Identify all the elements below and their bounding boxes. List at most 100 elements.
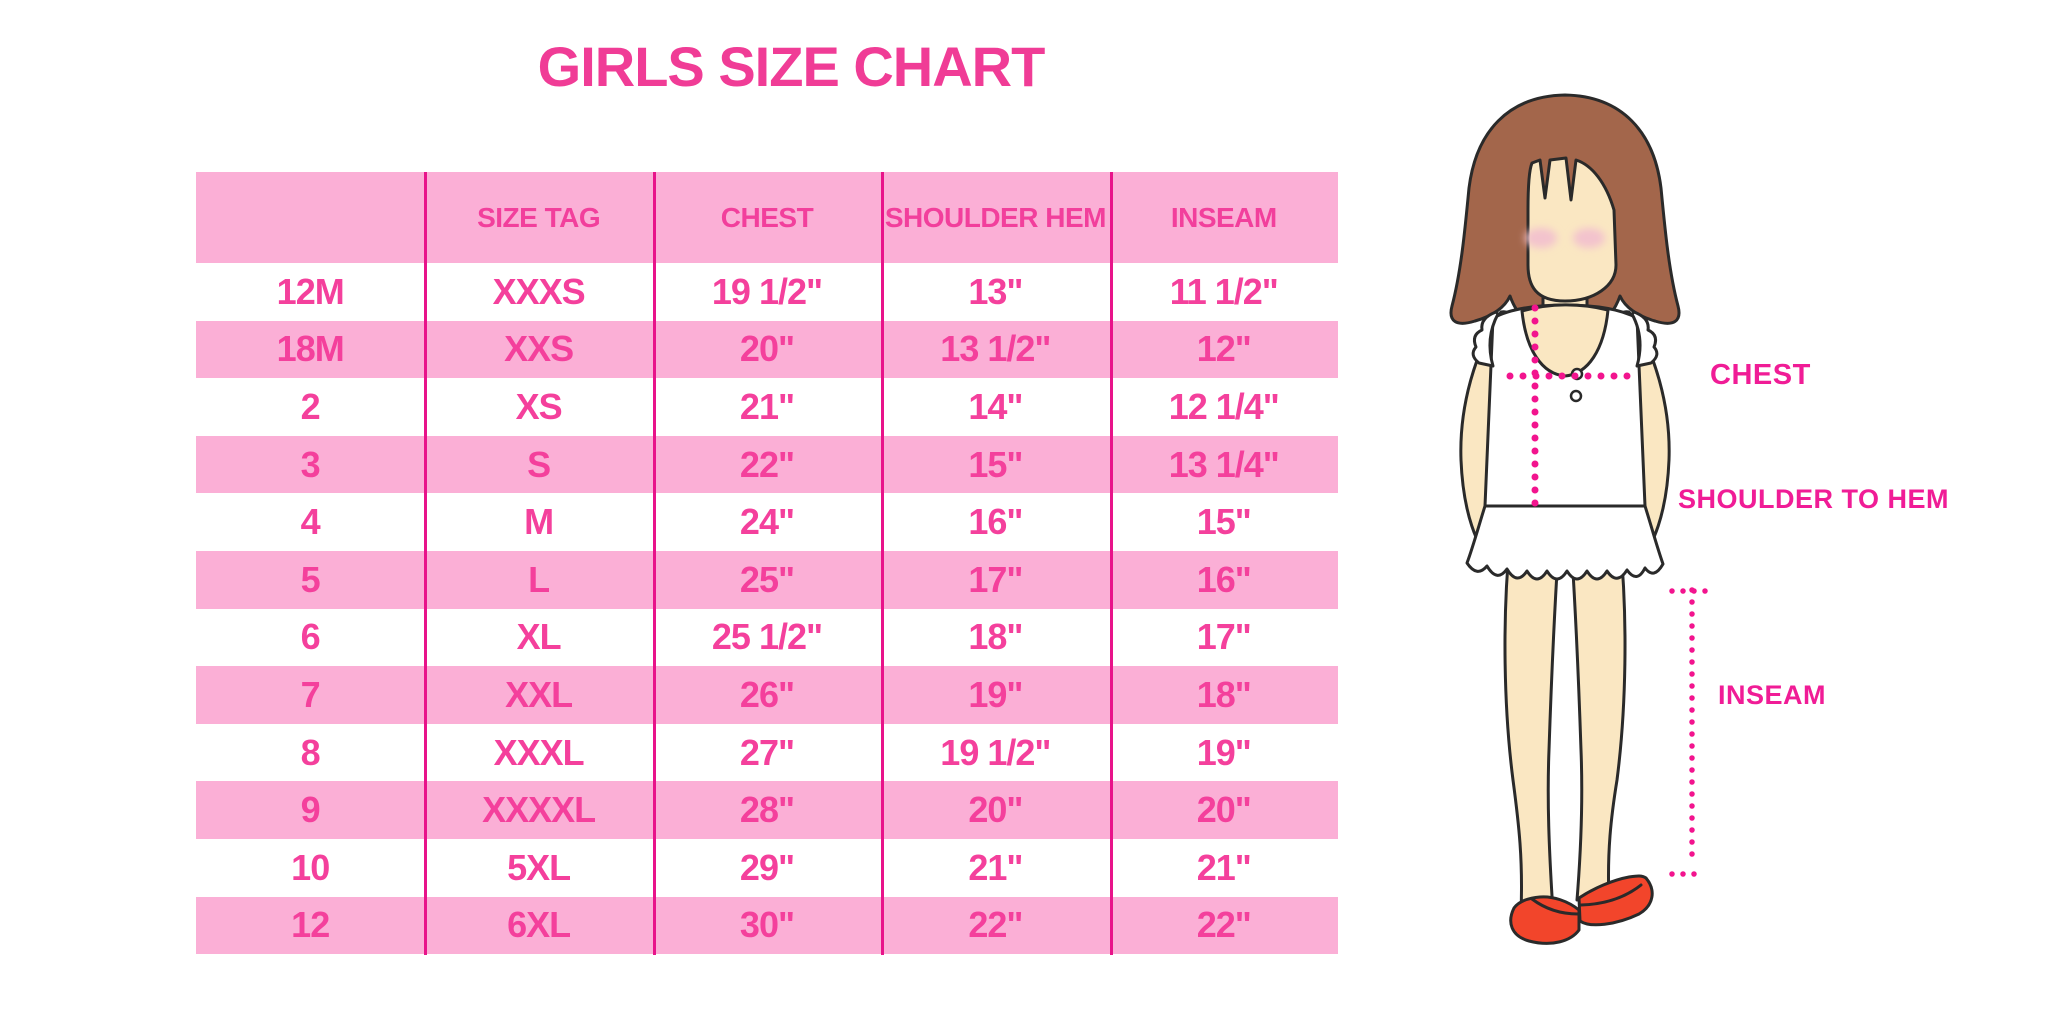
- table-cell: 21": [739, 385, 795, 427]
- table-cell: 19 1/2": [940, 731, 1051, 773]
- table-cell: 3: [300, 443, 321, 485]
- table-cell: 19": [968, 673, 1023, 715]
- table-cell: 20": [1196, 789, 1252, 831]
- table-cell: 22": [1196, 904, 1252, 946]
- page-title: GIRLS SIZE CHART: [537, 35, 1046, 98]
- header-cell: INSEAM: [1170, 201, 1277, 233]
- table-row: 2 XS 21" 14" 12 1/4": [196, 378, 1338, 436]
- table-cell: XXXS: [492, 270, 586, 312]
- table-cell: XL: [516, 616, 562, 658]
- girls-size-table: SIZE TAG CHEST SHOULDER HEM INSEAM 12M XXXS 1…: [196, 172, 1338, 955]
- table-cell: 17": [1196, 616, 1252, 658]
- table-cell: 16": [968, 501, 1023, 543]
- table-cell: 13": [968, 270, 1023, 312]
- table-row: 3 S 22" 15" 13 1/4": [196, 435, 1338, 494]
- table-row: 12 6XL 30" 22" 22": [196, 896, 1338, 955]
- table-cell: 22": [739, 443, 795, 485]
- table-cell: 15": [968, 443, 1023, 485]
- table-header-row: SIZE TAG CHEST SHOULDER HEM INSEAM: [196, 172, 1338, 263]
- header-cell: CHEST: [720, 201, 814, 233]
- table-cell: 12M: [276, 270, 345, 312]
- table-cell: 20": [739, 328, 795, 370]
- table-cell: 27": [739, 731, 795, 773]
- table-cell: 24": [739, 501, 795, 543]
- table-cell: 6: [300, 616, 321, 658]
- table-cell: 7: [300, 673, 321, 715]
- table-row: 10 5XL 29" 21" 21": [196, 838, 1338, 897]
- button-bottom: [1569, 389, 1583, 403]
- table-cell: 12: [291, 904, 330, 946]
- header-cell: SIZE TAG: [477, 201, 601, 233]
- table-cell: 15": [1196, 501, 1252, 543]
- table-cell: 8: [300, 731, 321, 773]
- table-row: 8 XXXL 27" 19 1/2" 19": [196, 723, 1338, 782]
- table-cell: 19 1/2": [711, 270, 823, 312]
- right-shoe-strap: [1579, 883, 1643, 907]
- inseam-label: INSEAM: [1718, 680, 1827, 710]
- table-cell: 19": [1196, 731, 1252, 773]
- table-row: 9 XXXXL 28" 20" 20": [196, 781, 1338, 839]
- table-cell: 29": [739, 846, 795, 888]
- table-cell: 18": [968, 616, 1023, 658]
- table-cell: 10: [291, 846, 330, 888]
- table-cell: 12": [1196, 328, 1252, 370]
- table-row: 6 XL 25 1/2" 18" 17": [196, 608, 1338, 667]
- blush-right: [1573, 228, 1605, 248]
- table-row: 4 M 24" 16" 15": [196, 493, 1338, 551]
- table-cell: 14": [968, 385, 1023, 427]
- dress-skirt: [1465, 504, 1665, 581]
- table-cell: XXL: [505, 673, 573, 715]
- table-cell: 5XL: [507, 846, 571, 888]
- girl-illustration: [1449, 93, 1710, 945]
- chest-label: CHEST: [1710, 359, 1811, 391]
- blush-left: [1525, 228, 1557, 248]
- header-cell: SHOULDER HEM: [884, 201, 1107, 233]
- right-leg: [1570, 538, 1627, 902]
- left-shoe-strap: [1530, 897, 1580, 916]
- left-leg: [1503, 538, 1560, 914]
- table-cell: XXXXL: [482, 789, 596, 831]
- table-cell: XXS: [504, 328, 574, 370]
- table-cell: 11 1/2": [1169, 270, 1279, 312]
- table-cell: 4: [300, 501, 321, 543]
- table-cell: 21": [968, 846, 1023, 888]
- table-cell: M: [524, 501, 554, 543]
- table-row: 18M XXS 20" 13 1/2" 12": [196, 320, 1338, 379]
- table-cell: 28": [739, 789, 795, 831]
- table-cell: XS: [515, 385, 563, 427]
- table-cell: 18": [1196, 673, 1252, 715]
- table-cell: 5: [300, 558, 321, 600]
- table-cell: 17": [968, 558, 1023, 600]
- table-cell: 21": [1196, 846, 1252, 888]
- table-cell: 6XL: [507, 904, 571, 946]
- shoulder-to-hem-label: SHOULDER TO HEM: [1678, 484, 1950, 514]
- table-cell: 13 1/2": [940, 328, 1051, 370]
- table-cell: 2: [300, 385, 321, 427]
- left-shoe: [1509, 895, 1581, 945]
- table-cell: 9: [300, 789, 321, 831]
- table-cell: 20": [968, 789, 1023, 831]
- table-cell: 16": [1196, 558, 1252, 600]
- table-row: 12M XXXS 19 1/2" 13" 11 1/2": [196, 263, 1338, 321]
- face: [1526, 156, 1618, 303]
- table-cell: 18M: [276, 328, 345, 370]
- column-divider: [652, 172, 656, 955]
- table-cell: 25 1/2": [711, 616, 823, 658]
- measurement-diagram: CHEST SHOULDER TO HEM INSEAM: [1380, 60, 2048, 1010]
- table-cell: 22": [968, 904, 1023, 946]
- table-cell: L: [528, 558, 550, 600]
- column-divider: [881, 172, 885, 955]
- table-body: 12M XXXS 19 1/2" 13" 11 1/2" 18M XXS 20" 13 1/2"…: [196, 263, 1338, 955]
- table-row: 5 L 25" 17" 16": [196, 550, 1338, 609]
- table-cell: 26": [739, 673, 795, 715]
- column-divider: [1109, 172, 1113, 955]
- left-shoulder-frill: [1471, 310, 1500, 368]
- right-shoulder-frill: [1630, 310, 1659, 368]
- table-row: 7 XXL 26" 19" 18": [196, 666, 1338, 724]
- table-cell: 25": [739, 558, 795, 600]
- table-cell: S: [527, 443, 551, 485]
- column-divider: [424, 172, 428, 955]
- table-cell: 30": [739, 904, 795, 946]
- table-cell: XXXL: [493, 731, 585, 773]
- table-cell: 12 1/4": [1168, 385, 1280, 427]
